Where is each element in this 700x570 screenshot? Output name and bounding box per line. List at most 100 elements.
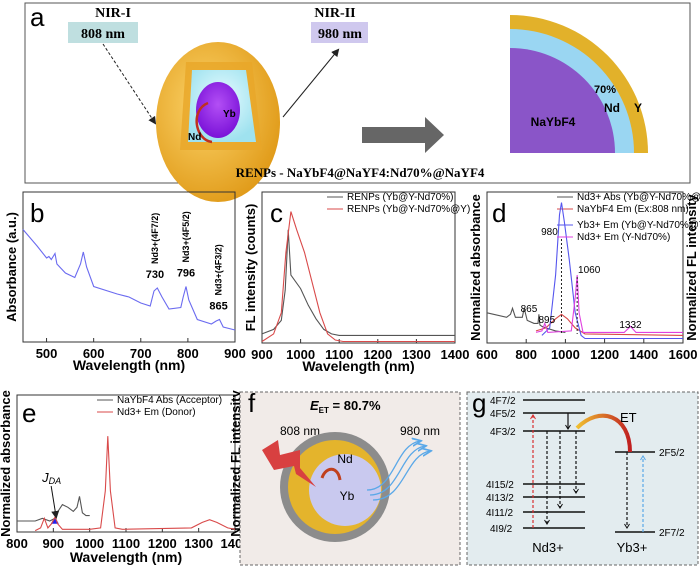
x-axis-label: Wavelength (nm) — [70, 549, 182, 565]
energy-transfer-efficiency: EET = 80.7% — [310, 398, 381, 415]
y-shell-label: Y — [634, 101, 642, 115]
arrowhead-icon — [544, 519, 550, 525]
plot-frame — [22, 191, 236, 343]
yb-label: Yb — [223, 109, 236, 120]
x-tick-label: 900 — [224, 346, 246, 361]
nd-level-label-4i13-2: 4I13/2 — [486, 493, 514, 504]
x-tick-label: 700 — [130, 346, 152, 361]
legend-entry: RENPs (Yb@Y-Nd70%@Y) — [347, 204, 470, 215]
laser-lightning-icon — [262, 440, 316, 487]
nd-ion-label: Nd3+ — [532, 540, 563, 555]
series-line-renps-yb-y-nd70- — [261, 229, 455, 336]
y-axis-label: Absorbance (a.u.) — [4, 212, 19, 322]
series-line-yb3-em-yb-y-nd70-y- — [541, 202, 683, 340]
x-tick-label: 1400 — [629, 347, 658, 362]
x-tick-label: 1300 — [402, 347, 431, 362]
core-label: NaYbF4 — [531, 115, 576, 129]
x-tick-label: 1000 — [551, 347, 580, 362]
arrowhead-icon — [530, 414, 536, 420]
transition-label: Nd3+(4F7/2) — [150, 213, 160, 264]
nd-level-label-4f5-2: 4F5/2 — [490, 409, 516, 420]
panel-label: b — [30, 198, 44, 228]
x-axis-label: Wavelength (nm) — [73, 357, 185, 373]
arrowhead-icon — [565, 424, 571, 430]
jda-arrow — [50, 485, 60, 519]
panel-a-caption: RENPs - NaYbF4@NaYF4:Nd70%@NaYF4 — [236, 165, 485, 180]
energy-transfer-arrow — [320, 467, 342, 481]
peak-label: 865 — [209, 301, 227, 313]
x-tick-label: 500 — [36, 346, 58, 361]
x-tick-label: 800 — [6, 536, 28, 551]
y-axis-label: FL intensity (counts) — [243, 204, 258, 332]
x-tick-label: 600 — [476, 347, 498, 362]
emission-arrow — [282, 48, 340, 118]
series-line-nd3-em-donor- — [34, 436, 236, 532]
panel-c: c 900 1000 1100 1200 1300 1400 Wavelength (nm) F… — [243, 191, 470, 374]
core-shell-sphere-illustration: Yb Nd — [156, 42, 280, 202]
x-tick-label: 800 — [515, 347, 537, 362]
x-tick-label: 1000 — [286, 347, 315, 362]
panel-a-label: a — [30, 2, 45, 32]
x-tick-label: 900 — [251, 347, 273, 362]
x-tick-label: 600 — [83, 346, 105, 361]
transition-label: Nd3+(4F3/2) — [214, 244, 224, 295]
panel-label: c — [270, 198, 283, 228]
panel-f: f EET = 80.7% 808 nm 980 nm Nd Yb — [239, 388, 461, 566]
x-tick-label: 800 — [177, 346, 199, 361]
nd-percent-label: 70% — [594, 84, 616, 96]
panel-b: b 500 600 700 800 900 Wavelength (nm) Absorbanc… — [4, 191, 246, 373]
panel-g-label: g — [472, 388, 486, 418]
right-arrow-icon — [362, 117, 444, 153]
nir2-wavelength: 980 nm — [318, 27, 362, 42]
layer-quarter-circle-illustration: NaYbF4 70% Nd Y — [510, 15, 648, 153]
nir1-box — [68, 22, 138, 43]
arrowhead-icon — [573, 488, 579, 494]
peak-label: 730 — [146, 269, 164, 281]
panel-d: d 600 800 1000 1200 1400 1600 Normalized absorb… — [468, 191, 700, 362]
nir2-label: NIR-II — [314, 6, 355, 21]
x-tick-label: 1200 — [148, 536, 177, 551]
nd-level-label-4f3-2: 4F3/2 — [490, 427, 516, 438]
peak-label: 796 — [177, 268, 195, 280]
x-axis-label: Wavelength (nm) — [302, 358, 414, 374]
arrowhead-icon — [624, 523, 630, 529]
yb-label: Yb — [340, 489, 355, 503]
y-axis-label: Normalized absorbance — [468, 194, 483, 341]
emission-wavelength: 980 nm — [400, 424, 440, 438]
x-tick-label: 1000 — [75, 536, 104, 551]
legend-entry: Yb3+ Em (Yb@Y-Nd70%@Y) — [577, 220, 700, 231]
nd-level-label-4i9-2: 4I9/2 — [490, 524, 513, 535]
legend-entry: NaYbF4 Em (Ex:808 nm) — [577, 204, 689, 215]
et-arrow — [575, 413, 632, 453]
x-tick-label: 1600 — [669, 347, 698, 362]
x-tick-label: 1100 — [112, 536, 140, 551]
series-line-nd3-em-y-nd70- — [535, 275, 683, 333]
legend-entry: NaYbF4 Abs (Acceptor) — [117, 395, 222, 406]
x-tick-label: 1100 — [325, 347, 353, 362]
jda-label: JDA — [41, 470, 61, 486]
nd-level-labels: 4F7/2 4F5/2 4F3/2 4I15/2 4I13/2 4I11/2 4… — [486, 396, 516, 535]
x-tick-label: 1200 — [590, 347, 619, 362]
peak-label: 1060 — [578, 265, 601, 276]
x-tick-label: 1300 — [184, 536, 213, 551]
x-tick-label: 900 — [42, 536, 64, 551]
panel-label: e — [22, 398, 36, 428]
x-tick-label: 1200 — [363, 347, 392, 362]
nd-level-label-4f7-2: 4F7/2 — [490, 396, 516, 407]
yb-level-label-2f7-2: 2F7/2 — [659, 528, 685, 539]
nir2-box — [311, 22, 368, 43]
panel-a: a NIR-I 808 nm NIR-II 980 nm Yb Nd NaYbF… — [24, 2, 691, 202]
panel-g: g 4F7/2 4F5/2 4F3/2 4I15/2 4I13/2 4I11/2… — [466, 388, 699, 566]
emission-arrows-icon — [366, 441, 430, 501]
legend-entry: Nd3+ Em (Y-Nd70%) — [577, 232, 670, 243]
y-axis-label-right: Normalized FL intensity — [684, 194, 699, 341]
nd-label: Nd — [337, 452, 352, 466]
y-axis-label-right: Normalized FL intensity — [228, 390, 243, 537]
plot-frame — [261, 191, 456, 344]
panel-f-label: f — [248, 388, 256, 418]
legend-entry: RENPs (Yb@Y-Nd70%) — [347, 192, 453, 203]
energy-levels — [523, 399, 655, 533]
yb-level-labels: 2F5/2 2F7/2 — [659, 448, 685, 539]
